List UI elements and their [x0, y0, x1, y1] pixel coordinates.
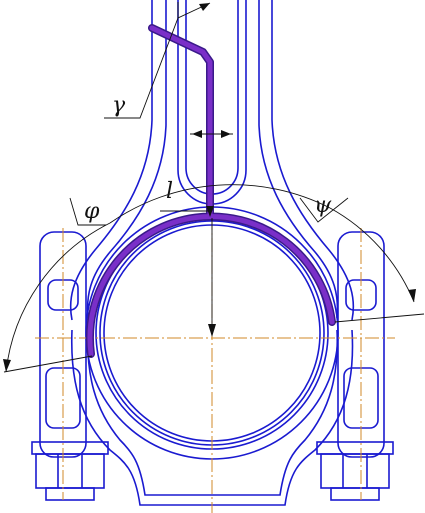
psi-arc	[329, 207, 415, 303]
phi-arc	[5, 222, 111, 373]
oil-channel	[85, 24, 336, 358]
label-psi: ψ	[314, 193, 332, 218]
oil-channel-fill	[87, 25, 335, 357]
right-nut	[320, 453, 390, 489]
shank-left-inner	[86, 0, 167, 319]
arrow-psi-end	[408, 289, 416, 302]
shank-right-inner	[258, 0, 339, 319]
arrow-phi-end	[3, 359, 11, 372]
left-nut	[35, 453, 105, 489]
label-phi: φ	[84, 199, 100, 224]
label-l: l	[166, 179, 173, 204]
arrow-up-rib	[206, 206, 214, 217]
arrowheads	[3, 3, 416, 372]
arrow-gamma	[199, 3, 210, 11]
arrow-down-bore	[208, 324, 216, 337]
arrow-rib-left	[192, 130, 202, 138]
shank-right-outer	[271, 0, 355, 321]
arrow-rib-right	[221, 130, 231, 138]
cap-inner	[86, 329, 339, 496]
shank-left-outer	[69, 0, 153, 321]
dimensions	[3, 2, 425, 373]
label-gamma: γ	[112, 93, 126, 118]
